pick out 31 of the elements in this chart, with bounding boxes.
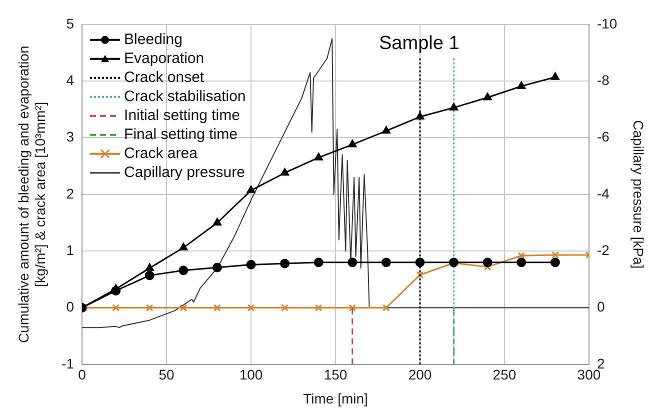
legend-label: Final setting time xyxy=(124,126,238,144)
x-tick-label: 100 xyxy=(239,366,263,383)
y-tick-label: -1 xyxy=(62,355,74,372)
y-tick-label: 0 xyxy=(66,298,74,315)
y2-axis-title: Capillary pressure [kPa] xyxy=(630,120,647,269)
y-tick-label: 3 xyxy=(66,128,74,145)
legend-label: Initial setting time xyxy=(124,107,240,124)
y-axis-title: Cumulative amount of bleeding and evaporation [kg/m²] & crack area [10³mm²] xyxy=(15,46,48,344)
y2-tick-label: 0 xyxy=(596,298,605,315)
y2-tick-label: -6 xyxy=(596,128,610,145)
legend-label: Capillary pressure xyxy=(124,164,245,182)
annotation: Sample 1 xyxy=(379,33,460,54)
y-tick-label: 5 xyxy=(66,15,74,32)
y2-tick-label: -10 xyxy=(596,15,618,32)
x-axis-title: Time [min] xyxy=(303,390,368,406)
y2-tick-label: -8 xyxy=(596,72,610,88)
x-tick-label: 0 xyxy=(78,366,86,383)
x-tick-label: 50 xyxy=(158,366,175,383)
legend-label: Bleeding xyxy=(124,31,182,48)
legend-label: Crack onset xyxy=(124,69,205,86)
y2-tick-label: -4 xyxy=(596,185,610,202)
legend-label: Evaporation xyxy=(124,50,204,68)
y-tick-label: 4 xyxy=(66,72,74,88)
x-tick-label: 200 xyxy=(408,366,432,383)
legend-label: Crack stabilisation xyxy=(124,88,246,106)
y-tick-label: 1 xyxy=(66,242,74,258)
y-tick-label: 2 xyxy=(66,185,74,202)
y2-tick-label: -2 xyxy=(596,242,610,258)
x-tick-label: 150 xyxy=(324,366,348,383)
legend-label: Crack area xyxy=(124,145,198,162)
x-tick-label: 250 xyxy=(492,366,516,383)
